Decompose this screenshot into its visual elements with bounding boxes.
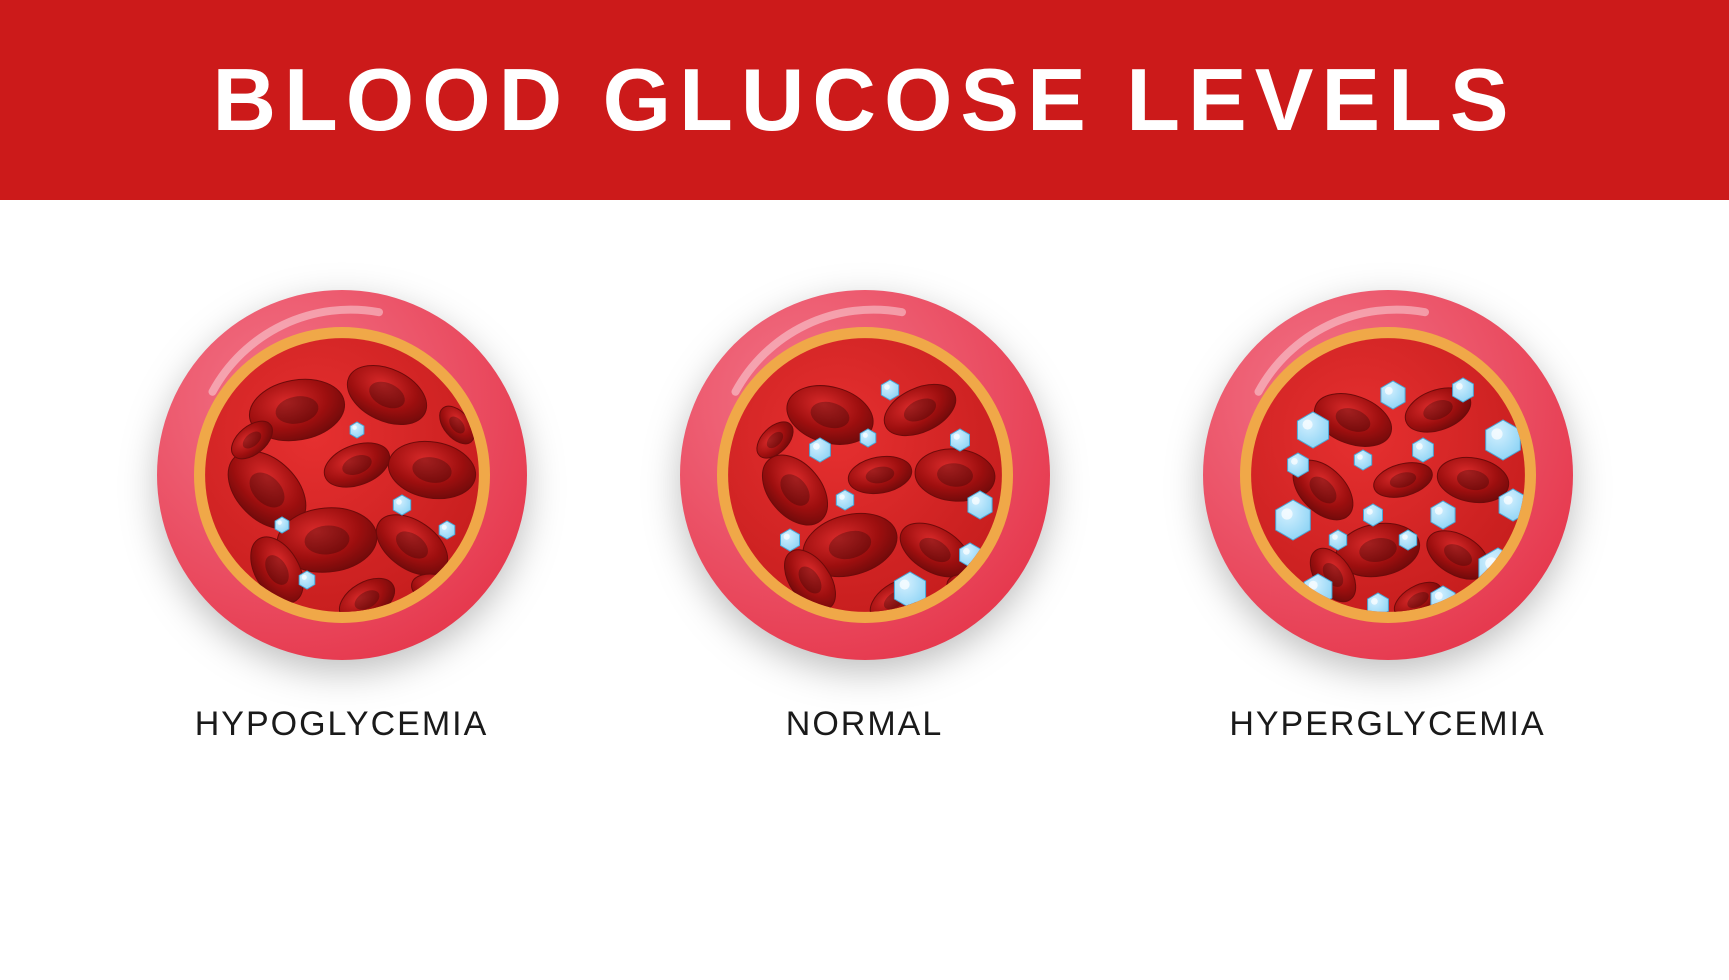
diagram-row: HYPOGLYCEMIA NORMAL HYPERGLYCEMIA: [0, 200, 1729, 744]
vessel-hyperglycemia: [1203, 290, 1573, 665]
header-band: BLOOD GLUCOSE LEVELS: [0, 0, 1729, 200]
page-title: BLOOD GLUCOSE LEVELS: [212, 49, 1516, 151]
vessel-normal: [680, 290, 1050, 665]
label-hyperglycemia: HYPERGLYCEMIA: [1229, 705, 1545, 744]
panel-hypoglycemia: HYPOGLYCEMIA: [157, 290, 527, 744]
label-hypoglycemia: HYPOGLYCEMIA: [195, 705, 489, 744]
vessel-hypoglycemia: [157, 290, 527, 665]
panel-normal: NORMAL: [680, 290, 1050, 744]
panel-hyperglycemia: HYPERGLYCEMIA: [1203, 290, 1573, 744]
label-normal: NORMAL: [786, 705, 943, 744]
